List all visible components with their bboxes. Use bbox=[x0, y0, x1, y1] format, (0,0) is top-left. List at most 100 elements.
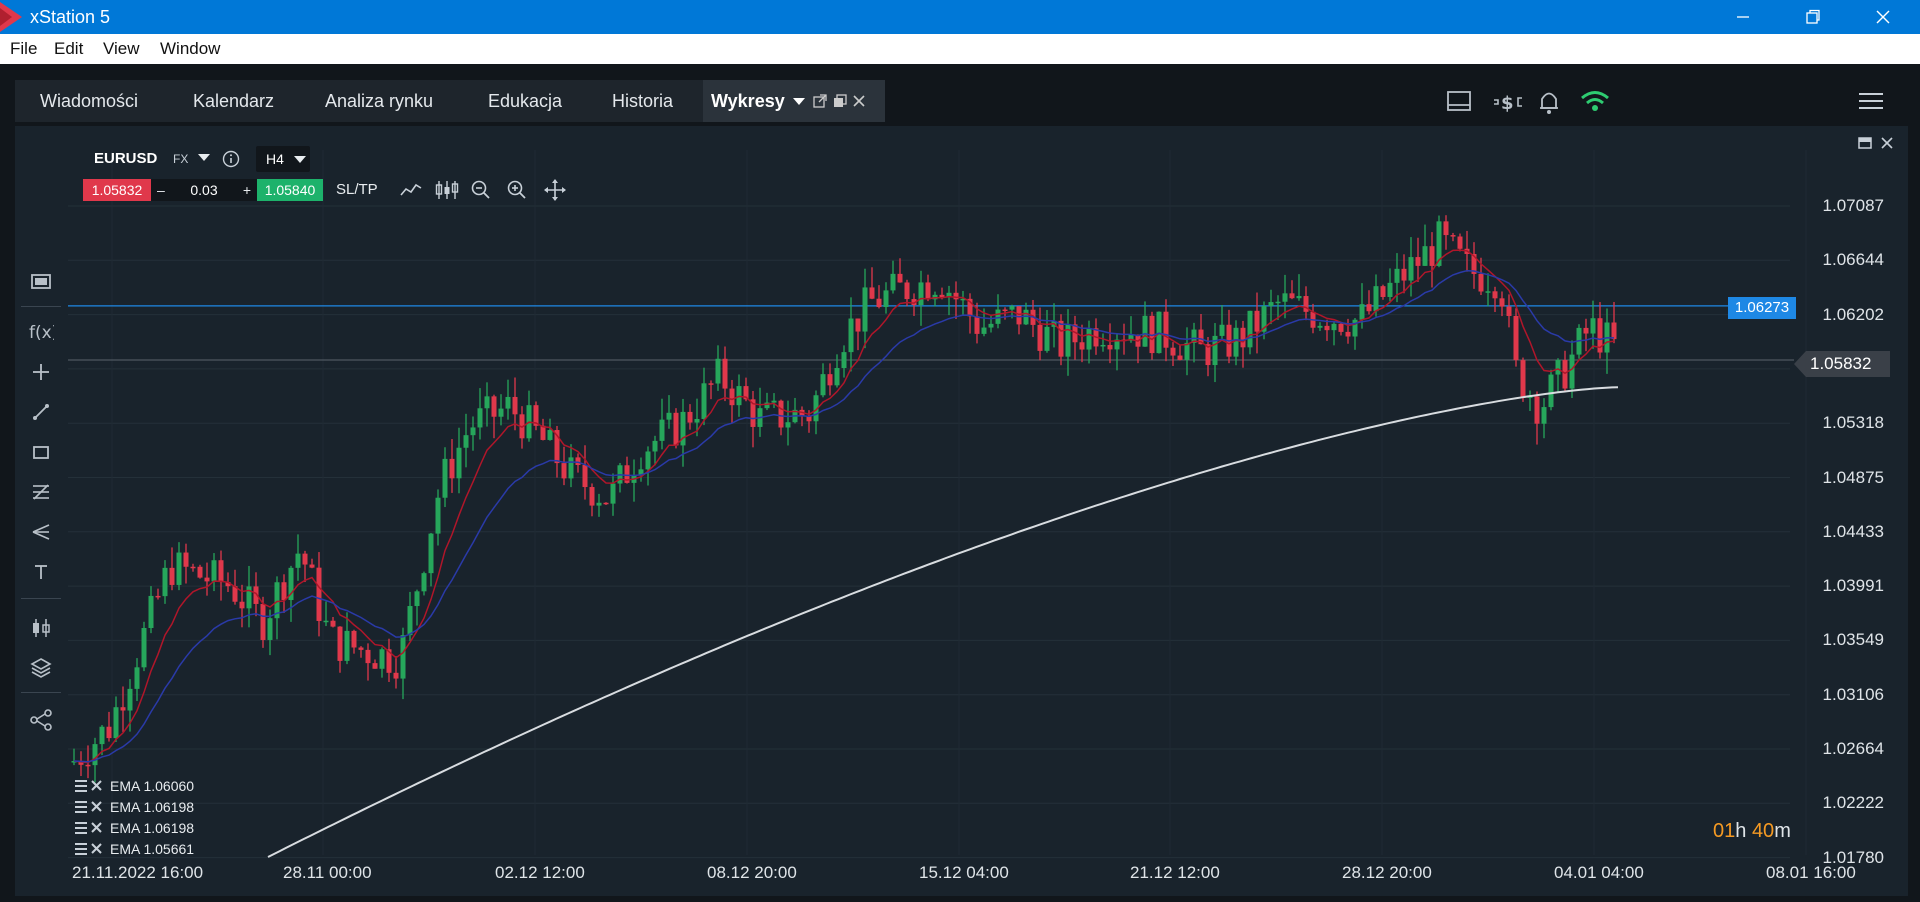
candles-button[interactable] bbox=[27, 614, 55, 642]
candle-body bbox=[1114, 339, 1120, 350]
candle-body bbox=[1100, 344, 1106, 347]
candle-body bbox=[736, 386, 742, 406]
monitor-icon bbox=[31, 274, 51, 289]
price-axis-label: 1.07087 bbox=[1822, 196, 1884, 215]
volume-value[interactable]: 0.03 bbox=[190, 182, 218, 198]
candle-body bbox=[246, 586, 252, 609]
detach-icon[interactable] bbox=[833, 94, 847, 108]
line-tool[interactable] bbox=[27, 398, 55, 426]
move-icon[interactable] bbox=[544, 179, 566, 201]
info-icon[interactable] bbox=[222, 150, 240, 168]
maximize-panel-icon[interactable] bbox=[1858, 136, 1872, 150]
buy-price-button[interactable]: 1.05840 bbox=[257, 179, 323, 201]
share-button[interactable] bbox=[27, 706, 55, 734]
tab-analiza-rynku[interactable]: Analiza rynku bbox=[325, 91, 434, 111]
menu-window[interactable]: Window bbox=[160, 39, 221, 58]
candle-body bbox=[1373, 286, 1379, 312]
candle-body bbox=[1436, 221, 1442, 266]
ema-settings-icon[interactable] bbox=[75, 800, 105, 814]
minimize-button[interactable] bbox=[1720, 0, 1766, 34]
tab-edukacja[interactable]: Edukacja bbox=[488, 91, 563, 111]
close-panel-icon[interactable] bbox=[1881, 137, 1893, 149]
app-logo-icon bbox=[0, 2, 22, 32]
hamburger-icon[interactable] bbox=[1858, 84, 1884, 120]
candle-body bbox=[1296, 296, 1302, 299]
candle-body bbox=[1492, 291, 1498, 299]
candle-body bbox=[218, 560, 224, 583]
trendline-icon bbox=[33, 404, 49, 420]
tab-wiadomosci[interactable]: Wiadomości bbox=[40, 91, 139, 111]
crosshair-tool[interactable] bbox=[27, 358, 55, 386]
candle-body bbox=[680, 411, 686, 446]
ema-settings-icon[interactable] bbox=[75, 779, 105, 793]
indicators-button[interactable]: f(x) bbox=[27, 318, 55, 346]
ema-legend-item[interactable]: EMA 1.06060 bbox=[110, 778, 195, 794]
sltp-button[interactable]: SL/TP bbox=[336, 181, 378, 198]
blue-line-price-tag: 1.06273 bbox=[1728, 297, 1796, 319]
symbol-chevron-down-icon[interactable] bbox=[198, 154, 210, 162]
candle-body bbox=[148, 595, 154, 629]
candle-body bbox=[316, 567, 322, 621]
candle-body bbox=[750, 399, 756, 427]
tab-wykresy[interactable]: Wykresy bbox=[703, 80, 885, 122]
candle-body bbox=[820, 374, 826, 396]
candle-body bbox=[715, 358, 721, 384]
candle-body bbox=[1359, 304, 1365, 320]
ema-legend-item[interactable]: EMA 1.06198 bbox=[110, 799, 195, 815]
layout-icon[interactable] bbox=[1446, 84, 1474, 120]
popout-icon[interactable] bbox=[813, 94, 827, 108]
layers-icon bbox=[30, 658, 52, 678]
close-button[interactable] bbox=[1860, 0, 1906, 34]
ema-legend-item[interactable]: EMA 1.06198 bbox=[110, 820, 195, 836]
time-label: 08.12 20:00 bbox=[707, 863, 797, 882]
menu-edit[interactable]: Edit bbox=[54, 39, 84, 58]
app-area: Wiadomości Kalendarz Analiza rynku Eduka… bbox=[0, 64, 1920, 902]
ema-settings-icon[interactable] bbox=[75, 842, 105, 856]
volume-increase-icon[interactable]: + bbox=[242, 182, 251, 198]
menu-file[interactable]: File bbox=[10, 39, 38, 58]
candle-body bbox=[113, 707, 119, 739]
timeframe-select[interactable]: H4 bbox=[256, 146, 310, 172]
close-tab-icon[interactable] bbox=[853, 95, 865, 107]
bell-icon[interactable] bbox=[1536, 84, 1562, 120]
zoom-in-icon[interactable] bbox=[507, 180, 527, 200]
candle-body bbox=[729, 388, 735, 406]
candle-body bbox=[1261, 306, 1267, 332]
candle-body bbox=[694, 418, 700, 423]
ema-settings-icon[interactable] bbox=[75, 821, 105, 835]
minimize-icon bbox=[1737, 16, 1749, 18]
candles bbox=[71, 215, 1617, 783]
chart-type-button[interactable] bbox=[27, 268, 55, 296]
symbol-name[interactable]: EURUSD bbox=[94, 150, 158, 167]
tab-historia[interactable]: Historia bbox=[612, 91, 674, 111]
time-label: 15.12 04:00 bbox=[919, 863, 1009, 882]
currency-icon[interactable]: $ bbox=[1492, 84, 1526, 120]
tab-kalendarz[interactable]: Kalendarz bbox=[193, 91, 275, 111]
fibonacci-tool[interactable] bbox=[27, 478, 55, 506]
candle-body bbox=[1191, 329, 1197, 343]
current-price-tag: 1.05832 bbox=[1810, 354, 1872, 373]
candle-body bbox=[1149, 315, 1155, 354]
rectangle-tool[interactable] bbox=[27, 438, 55, 466]
candle-body bbox=[253, 586, 259, 604]
candle-body bbox=[904, 282, 910, 300]
candle-body bbox=[267, 618, 273, 640]
volume-stepper[interactable]: – 0.03 + bbox=[151, 179, 257, 201]
line-chart-icon[interactable] bbox=[400, 181, 422, 199]
volume-decrease-icon[interactable]: – bbox=[157, 182, 165, 198]
sell-price-button[interactable]: 1.05832 bbox=[83, 179, 151, 201]
candle-body bbox=[1513, 315, 1519, 361]
text-tool[interactable] bbox=[27, 558, 55, 586]
restore-button[interactable] bbox=[1790, 0, 1836, 34]
candle-body bbox=[1065, 324, 1071, 357]
candle-type-icon[interactable] bbox=[435, 179, 461, 201]
zoom-out-icon[interactable] bbox=[471, 180, 491, 200]
menu-view[interactable]: View bbox=[103, 39, 140, 58]
layers-button[interactable] bbox=[27, 654, 55, 682]
candle-body bbox=[183, 552, 189, 567]
candle-body bbox=[463, 435, 469, 448]
ema-legend-item[interactable]: EMA 1.05661 bbox=[110, 841, 195, 857]
candle-body bbox=[302, 553, 308, 565]
pitchfork-tool[interactable] bbox=[27, 518, 55, 546]
